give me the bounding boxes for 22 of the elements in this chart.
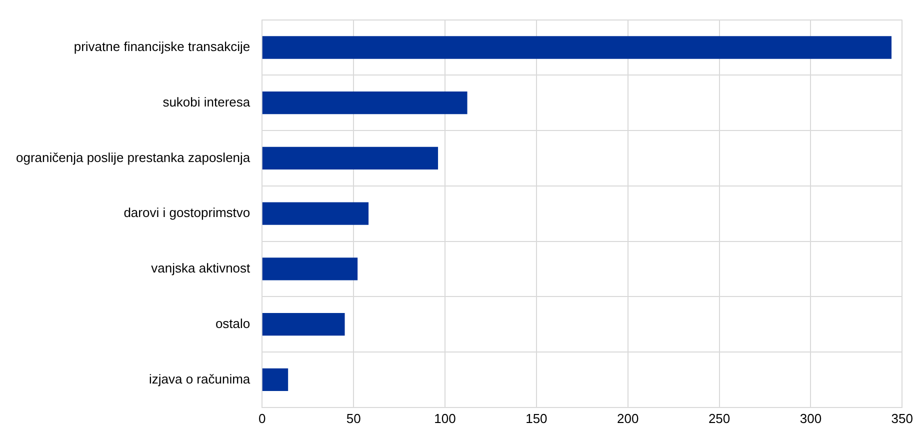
x-tick-label: 200 (617, 410, 639, 426)
x-tick-label: 150 (526, 410, 548, 426)
bar (262, 368, 288, 392)
x-tick-label: 300 (800, 410, 822, 426)
y-tick-label: sukobi interesa (162, 94, 251, 110)
y-tick-label: vanjska aktivnost (151, 260, 251, 276)
y-tick-label: ograničenja poslije prestanka zaposlenja (16, 150, 251, 165)
x-tick-label: 350 (891, 410, 914, 426)
y-tick-label: ostalo (215, 316, 250, 331)
bar (262, 146, 438, 170)
x-tick-label: 0 (258, 410, 266, 426)
x-tick-label: 100 (434, 410, 456, 426)
bar (262, 258, 358, 280)
bar (262, 202, 369, 225)
bar (262, 313, 345, 336)
y-tick-label: privatne financijske transakcije (74, 39, 250, 54)
x-tick-label: 50 (346, 410, 361, 426)
x-tick-label: 250 (708, 410, 730, 426)
bar (262, 92, 468, 114)
bar (262, 36, 892, 59)
y-tick-label: izjava o računima (148, 371, 251, 386)
y-tick-label: darovi i gostoprimstvo (124, 205, 250, 220)
